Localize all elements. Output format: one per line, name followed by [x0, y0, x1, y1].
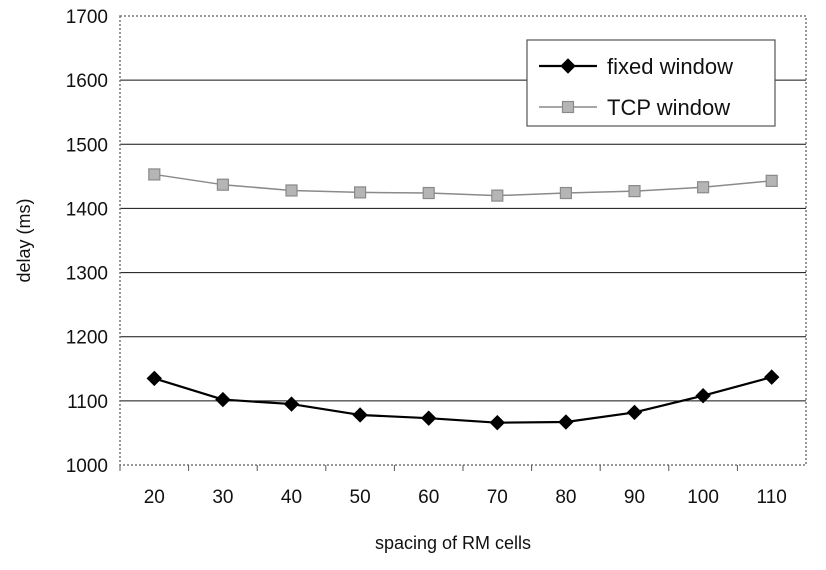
data-point	[422, 186, 435, 200]
y-tick-label: 1200	[66, 328, 108, 349]
x-tick-label: 40	[281, 487, 302, 508]
x-axis-title: spacing of RM cells	[375, 533, 531, 553]
y-axis-title: delay (ms)	[14, 198, 34, 282]
x-tick-label: 20	[144, 487, 165, 508]
data-point	[628, 185, 641, 198]
x-tick-label: 100	[687, 487, 719, 508]
data-point	[489, 414, 506, 431]
x-tick-label: 30	[212, 487, 233, 508]
data-point	[763, 369, 780, 385]
data-point	[352, 407, 368, 423]
legend-item: fixed window	[539, 54, 733, 79]
legend-label: fixed window	[607, 54, 733, 79]
series-group	[146, 168, 780, 431]
series-TCP-window	[148, 168, 778, 202]
data-point	[558, 414, 574, 430]
series-fixed-window	[146, 369, 780, 431]
series-line	[154, 173, 772, 197]
x-tick-label: 80	[555, 487, 576, 508]
data-point	[148, 168, 161, 181]
data-point	[146, 370, 163, 387]
data-point	[696, 181, 710, 194]
data-point	[765, 174, 778, 187]
data-point	[491, 189, 504, 202]
data-point	[215, 391, 231, 408]
legend-label: TCP window	[607, 95, 730, 120]
gridlines	[120, 79, 806, 402]
y-tick-label: 1400	[66, 199, 108, 220]
data-point	[420, 410, 437, 426]
x-tick-label: 50	[350, 487, 371, 508]
y-tick-label: 1500	[66, 135, 108, 156]
series-line	[153, 376, 772, 424]
y-axis-ticks: 1000 1100 1200 1300 1400 1500 1600 1700	[66, 7, 108, 477]
legend-marker	[561, 100, 575, 114]
x-axis-ticks: 20 30 40 50 60 70 80 90 100 110	[119, 465, 787, 508]
data-point	[283, 396, 300, 412]
y-tick-label: 1600	[66, 71, 108, 92]
y-tick-label: 1100	[67, 392, 108, 413]
legend: fixed window TCP window	[526, 39, 776, 127]
legend-item: TCP window	[539, 95, 730, 120]
data-point	[626, 404, 643, 421]
data-point	[285, 184, 298, 197]
data-point	[216, 178, 229, 191]
x-tick-label: 70	[487, 487, 508, 508]
data-point	[354, 186, 367, 199]
y-tick-label: 1700	[66, 7, 108, 28]
legend-marker	[560, 58, 576, 74]
data-point	[559, 186, 573, 200]
y-tick-label: 1300	[66, 264, 108, 285]
y-tick-label: 1000	[66, 456, 108, 477]
legend-items: fixed window TCP window	[539, 54, 733, 120]
x-tick-label: 60	[418, 487, 439, 508]
data-point	[695, 388, 711, 404]
x-tick-label: 110	[757, 487, 787, 508]
x-tick-label: 90	[624, 487, 645, 508]
